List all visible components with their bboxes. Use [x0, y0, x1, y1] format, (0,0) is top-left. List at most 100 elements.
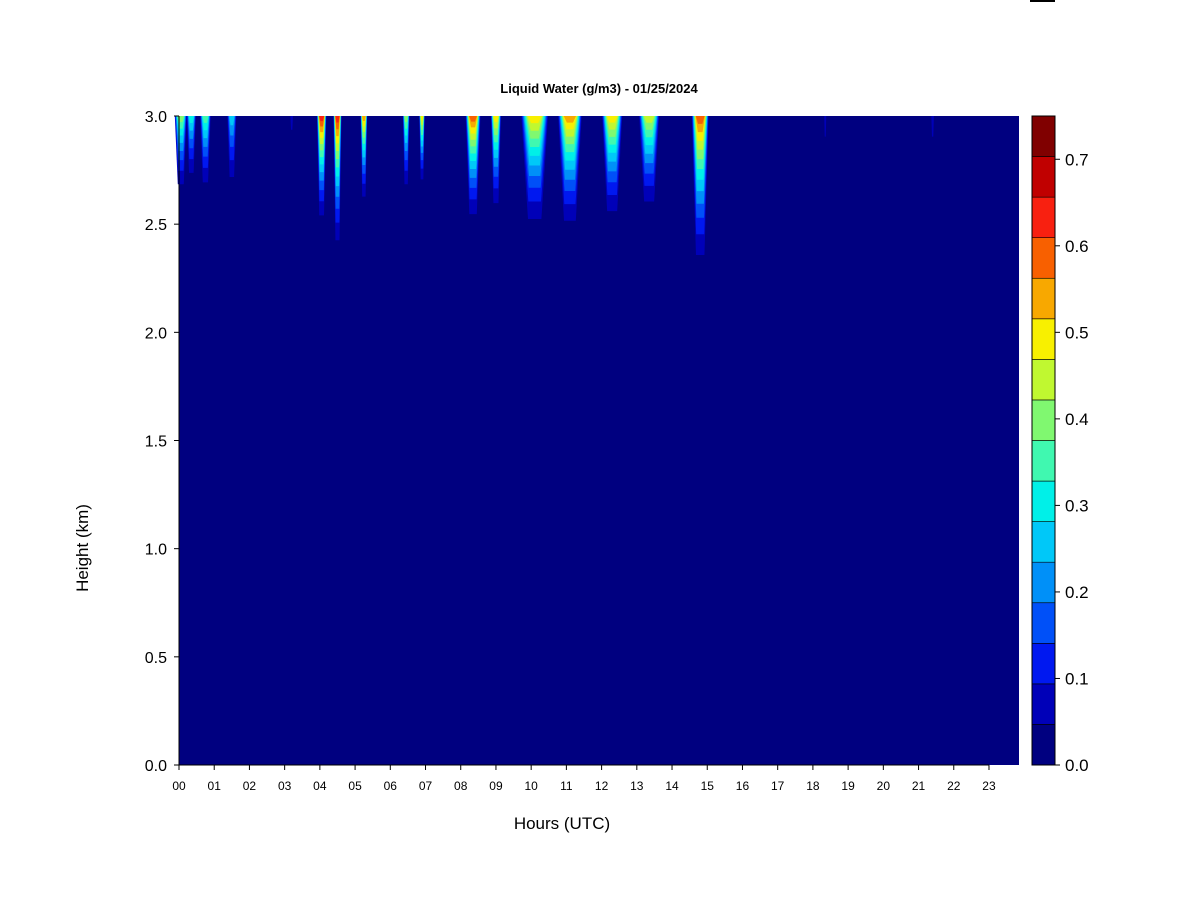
x-tick-label: 08: [454, 779, 468, 793]
colorbar-tick-label: 0.6: [1065, 237, 1089, 256]
colorbar-tick-label: 0.0: [1065, 756, 1089, 775]
cloud-event: [824, 116, 827, 137]
x-tick-label: 21: [912, 779, 926, 793]
cloud-band: [931, 116, 934, 137]
y-tick-label: 1.5: [145, 434, 167, 451]
cloud-band: [188, 116, 194, 124]
x-tick-label: 16: [736, 779, 750, 793]
cloud-band: [290, 116, 293, 130]
x-tick-label: 03: [278, 779, 292, 793]
y-tick-label: 2.0: [145, 325, 167, 342]
x-tick-label: 00: [172, 779, 186, 793]
x-tick-label: 20: [877, 779, 891, 793]
colorbar-segment: [1031, 480, 1056, 522]
cloud-event: [290, 116, 293, 130]
colorbar-tick-label: 0.1: [1065, 669, 1089, 688]
cloud-event: [602, 116, 623, 212]
x-tick-label: 12: [595, 779, 609, 793]
cloud-event: [227, 116, 237, 178]
x-tick-label: 14: [665, 779, 679, 793]
y-tick-label: 1.0: [145, 542, 167, 559]
colorbar-segment: [1031, 521, 1056, 563]
y-tick-label: 0.5: [145, 650, 167, 667]
cloud-event: [639, 116, 660, 202]
cloud-event: [402, 116, 410, 185]
colorbar: 0.0 0.1 0.2 0.3 0.4 0.5 0.6 0.7: [1031, 115, 1089, 775]
cloud-band: [229, 116, 235, 126]
cloud-event: [186, 116, 196, 173]
colorbar-segment: [1031, 115, 1056, 157]
x-tick-label: 15: [701, 779, 715, 793]
colorbar-segment: [1031, 318, 1056, 360]
colorbar-segment: [1031, 643, 1056, 685]
cloud-event: [360, 116, 368, 197]
x-tick-label: 09: [489, 779, 503, 793]
colorbar-segment: [1031, 561, 1056, 604]
colorbar-segment: [1031, 196, 1056, 238]
colorbar-segment: [1031, 683, 1056, 725]
x-axis: 00 01 02 03 04 05 06 07 08 09 10 11 12 13 14 15 16 17 18 19…: [172, 764, 996, 793]
x-tick-label: 19: [841, 779, 855, 793]
colorbar-tick-label: 0.2: [1065, 583, 1089, 602]
x-tick-label: 18: [806, 779, 820, 793]
colorbar-segment: [1031, 156, 1056, 198]
colorbar-segment: [1031, 724, 1056, 766]
y-tick-label: 2.5: [145, 217, 167, 234]
x-tick-label: 13: [630, 779, 644, 793]
y-tick-label: 3.0: [145, 109, 167, 126]
colorbar-tick-label: 0.3: [1065, 496, 1089, 515]
cloud-event: [200, 116, 211, 183]
cloud-band: [420, 116, 424, 121]
x-tick-label: 11: [560, 779, 573, 793]
cloud-band: [643, 116, 655, 123]
x-tick-label: 04: [313, 779, 327, 793]
cloud-event: [931, 116, 934, 137]
x-tick-label: 06: [384, 779, 398, 793]
y-axis-label: Height (km): [73, 504, 92, 592]
plot-background: [179, 116, 1019, 765]
x-tick-label: 01: [208, 779, 222, 793]
colorbar-frame: [1031, 115, 1056, 766]
cloud-band: [824, 116, 827, 137]
cloud-band: [469, 116, 477, 122]
cloud-event: [419, 116, 425, 180]
x-tick-label: 07: [419, 779, 433, 793]
colorbar-segment: [1031, 277, 1056, 320]
colorbar-tick-label: 0.7: [1065, 150, 1089, 169]
cloud-layer: [174, 116, 934, 256]
cloud-band: [319, 116, 325, 122]
cloud-event: [465, 116, 481, 215]
cloud-band: [404, 116, 408, 123]
colorbar-tick-label: 0.5: [1065, 323, 1089, 342]
chart-title: Liquid Water (g/m3) - 01/25/2024: [500, 81, 698, 96]
cloud-band: [606, 116, 618, 123]
cloud-band: [527, 116, 542, 124]
cloud-event: [490, 116, 501, 204]
colorbar-segment: [1031, 602, 1056, 644]
colorbar-tick-label: 0.4: [1065, 410, 1089, 429]
colorbar-segment: [1031, 359, 1056, 401]
colorbar-segment: [1031, 440, 1056, 482]
plot-area: [174, 116, 1019, 765]
cloud-band: [362, 116, 366, 122]
cloud-band: [493, 116, 499, 123]
cloud-band: [563, 116, 577, 123]
colorbar-segment: [1031, 399, 1056, 441]
cloud-event: [558, 116, 582, 221]
cloud-event: [316, 116, 327, 216]
cloud-event: [521, 116, 549, 220]
x-tick-label: 17: [771, 779, 785, 793]
x-tick-label: 23: [982, 779, 996, 793]
y-axis: 0.0 0.5 1.0 1.5 2.0 2.5 3.0: [145, 109, 180, 775]
cloud-band: [335, 116, 340, 123]
x-tick-label: 02: [243, 779, 257, 793]
x-tick-label: 05: [348, 779, 362, 793]
cloud-event: [333, 116, 342, 241]
cloud-band: [695, 116, 705, 124]
colorbar-segment: [1031, 237, 1056, 279]
cloud-event: [691, 116, 709, 256]
corner-mark: [1030, 0, 1055, 2]
x-axis-label: Hours (UTC): [514, 814, 610, 833]
x-tick-label: 10: [524, 779, 538, 793]
